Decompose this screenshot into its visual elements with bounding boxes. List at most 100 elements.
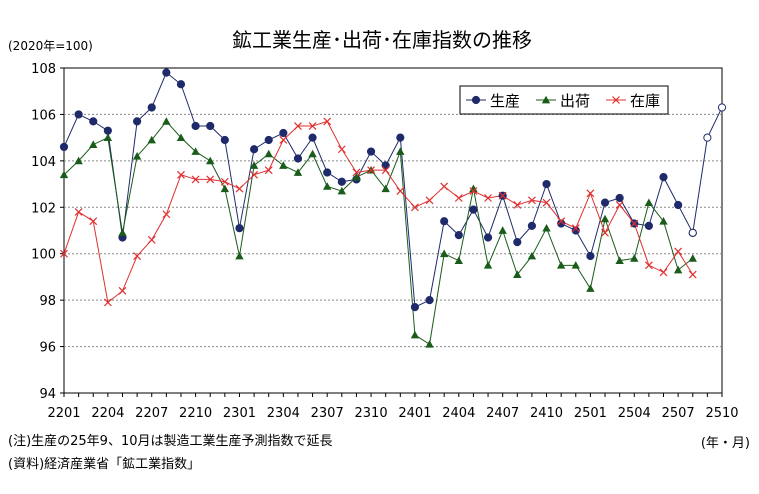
data-point-3 xyxy=(147,235,156,244)
data-point-3 xyxy=(294,122,302,130)
y-tick-label: 102 xyxy=(31,201,56,216)
data-point-0 xyxy=(381,161,390,170)
data-point-3 xyxy=(659,268,668,277)
data-point-2 xyxy=(206,156,215,165)
data-point-3 xyxy=(674,247,683,256)
x-tick-label: 2404 xyxy=(442,406,475,421)
data-point-3 xyxy=(601,228,609,237)
data-point-0 xyxy=(615,193,624,203)
data-point-0 xyxy=(557,219,566,228)
y-axis: 94 96 98 100 102 104 106 108 xyxy=(31,62,64,402)
data-point-3 xyxy=(498,191,507,200)
data-point-3 xyxy=(542,198,551,207)
data-point-2 xyxy=(132,152,142,160)
data-point-0 xyxy=(279,128,288,138)
data-point-1 xyxy=(703,133,712,142)
data-point-3 xyxy=(615,201,624,209)
data-point-3 xyxy=(484,194,492,202)
series-line-3 xyxy=(63,120,694,304)
data-point-3 xyxy=(191,175,200,184)
data-point-0 xyxy=(74,110,83,119)
legend-marker xyxy=(471,95,481,105)
data-point-2 xyxy=(425,340,434,348)
y-tick-label: 100 xyxy=(31,248,56,263)
data-point-0 xyxy=(527,221,537,230)
data-point-2 xyxy=(118,228,127,237)
data-point-3 xyxy=(220,177,229,186)
data-point-3 xyxy=(352,168,361,177)
data-point-3 xyxy=(367,166,375,175)
data-point-0 xyxy=(103,126,112,135)
data-point-0 xyxy=(323,168,332,177)
data-point-0 xyxy=(264,135,273,145)
data-point-2 xyxy=(89,140,98,148)
data-point-3 xyxy=(235,184,244,193)
x-tick-label: 2410 xyxy=(530,406,563,421)
data-point-3 xyxy=(177,170,185,179)
data-point-0 xyxy=(220,135,229,145)
data-point-2 xyxy=(659,217,668,225)
x-tick-label: 2510 xyxy=(705,406,738,421)
data-point-3 xyxy=(74,208,83,216)
data-point-2 xyxy=(191,147,200,155)
data-point-0 xyxy=(571,226,580,235)
data-point-2 xyxy=(454,256,463,265)
data-point-3 xyxy=(440,182,449,191)
data-point-2 xyxy=(74,156,83,165)
data-point-3 xyxy=(250,170,259,179)
y-tick-label: 104 xyxy=(31,155,56,170)
data-point-2 xyxy=(220,184,230,193)
data-point-3 xyxy=(337,145,346,154)
data-point-2 xyxy=(630,254,639,262)
data-point-3 xyxy=(60,249,68,258)
data-point-3 xyxy=(279,136,288,144)
data-point-0 xyxy=(483,233,493,242)
data-point-3 xyxy=(513,201,522,209)
data-point-3 xyxy=(206,175,215,184)
series-line-2 xyxy=(63,120,694,346)
data-point-0 xyxy=(659,173,668,182)
series-markers xyxy=(59,68,727,348)
data-point-3 xyxy=(454,194,463,202)
data-point-3 xyxy=(688,270,697,279)
data-point-1 xyxy=(717,103,727,112)
data-point-3 xyxy=(264,166,273,175)
data-point-2 xyxy=(469,184,478,193)
data-point-2 xyxy=(381,184,390,193)
data-point-2 xyxy=(396,147,405,155)
data-point-0 xyxy=(440,217,449,226)
data-point-2 xyxy=(586,284,595,292)
x-tick-label: 2407 xyxy=(486,406,519,421)
data-point-0 xyxy=(674,200,683,210)
data-point-3 xyxy=(425,196,434,205)
x-axis: 2201 2204 2207 2210 2301 2304 2307 2310 2401 2404… xyxy=(47,393,739,421)
data-point-3 xyxy=(396,187,405,195)
data-point-0 xyxy=(147,103,156,112)
data-point-0 xyxy=(366,147,376,156)
y-tick-label: 96 xyxy=(39,341,56,356)
y-tick-label: 106 xyxy=(31,108,56,123)
data-point-2 xyxy=(410,330,420,339)
unit-label: (2020年=100) xyxy=(8,39,93,53)
x-tick-label: 2301 xyxy=(223,406,256,421)
data-point-2 xyxy=(571,261,580,269)
plot-area xyxy=(63,67,723,394)
note-2: (資料)経済産業省「鉱工業指数」 xyxy=(8,456,200,472)
data-point-2 xyxy=(527,251,537,260)
data-point-0 xyxy=(89,117,98,126)
data-point-2 xyxy=(337,186,347,195)
data-point-0 xyxy=(469,205,478,214)
data-point-3 xyxy=(586,189,595,198)
data-point-0 xyxy=(176,80,186,89)
data-point-2 xyxy=(293,168,303,176)
y-tick-label: 108 xyxy=(31,62,56,77)
data-point-0 xyxy=(513,238,522,247)
data-point-2 xyxy=(513,270,522,278)
data-point-0 xyxy=(308,133,317,142)
x-tick-label: 2307 xyxy=(311,406,344,421)
data-point-3 xyxy=(89,217,98,226)
data-point-3 xyxy=(469,187,478,195)
data-point-2 xyxy=(103,133,113,142)
legend-marker xyxy=(612,96,620,104)
